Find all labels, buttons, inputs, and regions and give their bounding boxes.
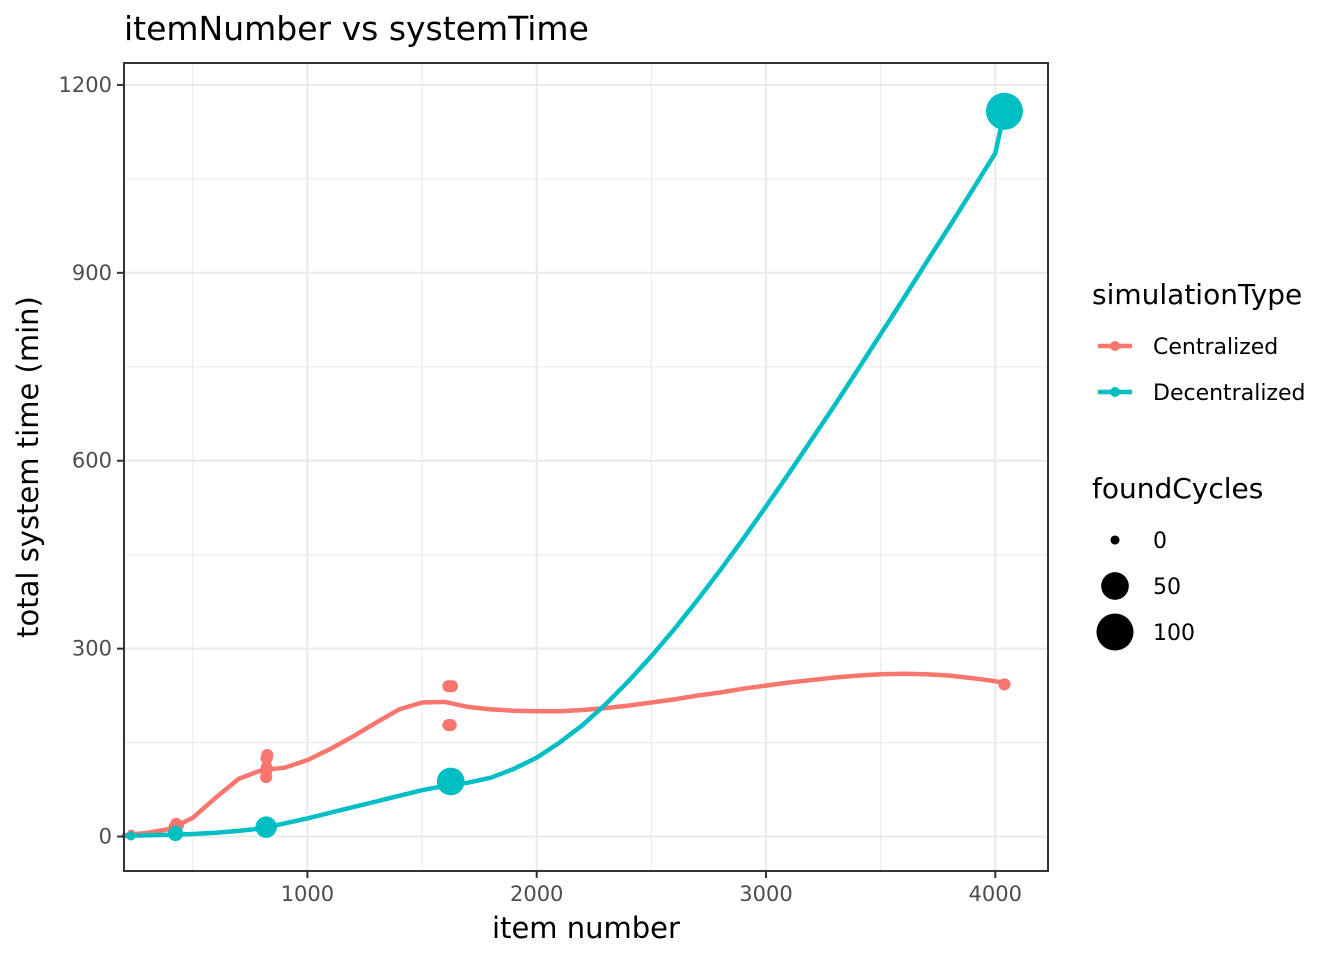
y-axis-title: total system time (min) [11, 296, 45, 638]
decentralized-point-1 [167, 825, 184, 842]
x-axis-title: item number [492, 911, 680, 945]
legend-size-entries: 0 50 100 [1096, 529, 1195, 651]
x-tick-label-3: 4000 [969, 882, 1022, 906]
decentralized-point-0 [126, 831, 136, 841]
legend-size-dot-1 [1101, 572, 1129, 600]
legend: simulationType CentralizedDecentralized … [1092, 278, 1305, 651]
centralized-point-9 [261, 749, 274, 762]
decentralized-point-2 [255, 816, 277, 838]
x-axis: 1000 2000 3000 4000 [281, 871, 1022, 906]
legend-color-label-0: Centralized [1153, 335, 1278, 360]
legend-size-dot-0 [1110, 535, 1120, 545]
x-tick-label-0: 1000 [281, 882, 334, 906]
legend-color-entries: Centralized Decentralized [1098, 335, 1305, 406]
x-tick-label-2: 3000 [739, 882, 792, 906]
legend-size-label-1: 50 [1153, 575, 1181, 600]
centralized-smooth-line [121, 671, 1007, 838]
decentralized-point-3 [436, 767, 465, 796]
panel-border [123, 62, 1049, 872]
centralized-point-11 [444, 718, 457, 732]
legend-size-dot-2 [1096, 613, 1134, 651]
y-tick-label-2: 600 [72, 449, 112, 473]
decentralized-point-4 [985, 92, 1023, 130]
y-tick-label-0: 0 [99, 825, 112, 849]
legend-color-dot-1 [1110, 387, 1120, 397]
decentralized-smooth-line [121, 108, 1007, 839]
y-tick-label-1: 300 [72, 637, 112, 661]
legend-color-dot-0 [1110, 341, 1120, 351]
y-tick-label-4: 1200 [59, 73, 112, 97]
smooth-lines [121, 108, 1007, 839]
data-points [126, 92, 1023, 842]
chart-title: itemNumber vs systemTime [124, 9, 589, 48]
legend-size-label-0: 0 [1153, 529, 1167, 554]
plot-panel [121, 62, 1049, 872]
centralized-point-7 [260, 761, 273, 774]
centralized-point-14 [998, 678, 1011, 691]
legend-color-title: simulationType [1092, 278, 1302, 311]
legend-size-label-2: 100 [1153, 621, 1195, 646]
legend-color-label-1: Decentralized [1153, 381, 1305, 406]
centralized-point-13 [445, 680, 458, 693]
x-tick-label-1: 2000 [510, 882, 563, 906]
y-tick-label-3: 900 [72, 261, 112, 285]
legend-size-title: foundCycles [1092, 472, 1263, 505]
grid [124, 63, 1048, 871]
y-axis: 0 300 600 900 1200 [59, 73, 124, 849]
